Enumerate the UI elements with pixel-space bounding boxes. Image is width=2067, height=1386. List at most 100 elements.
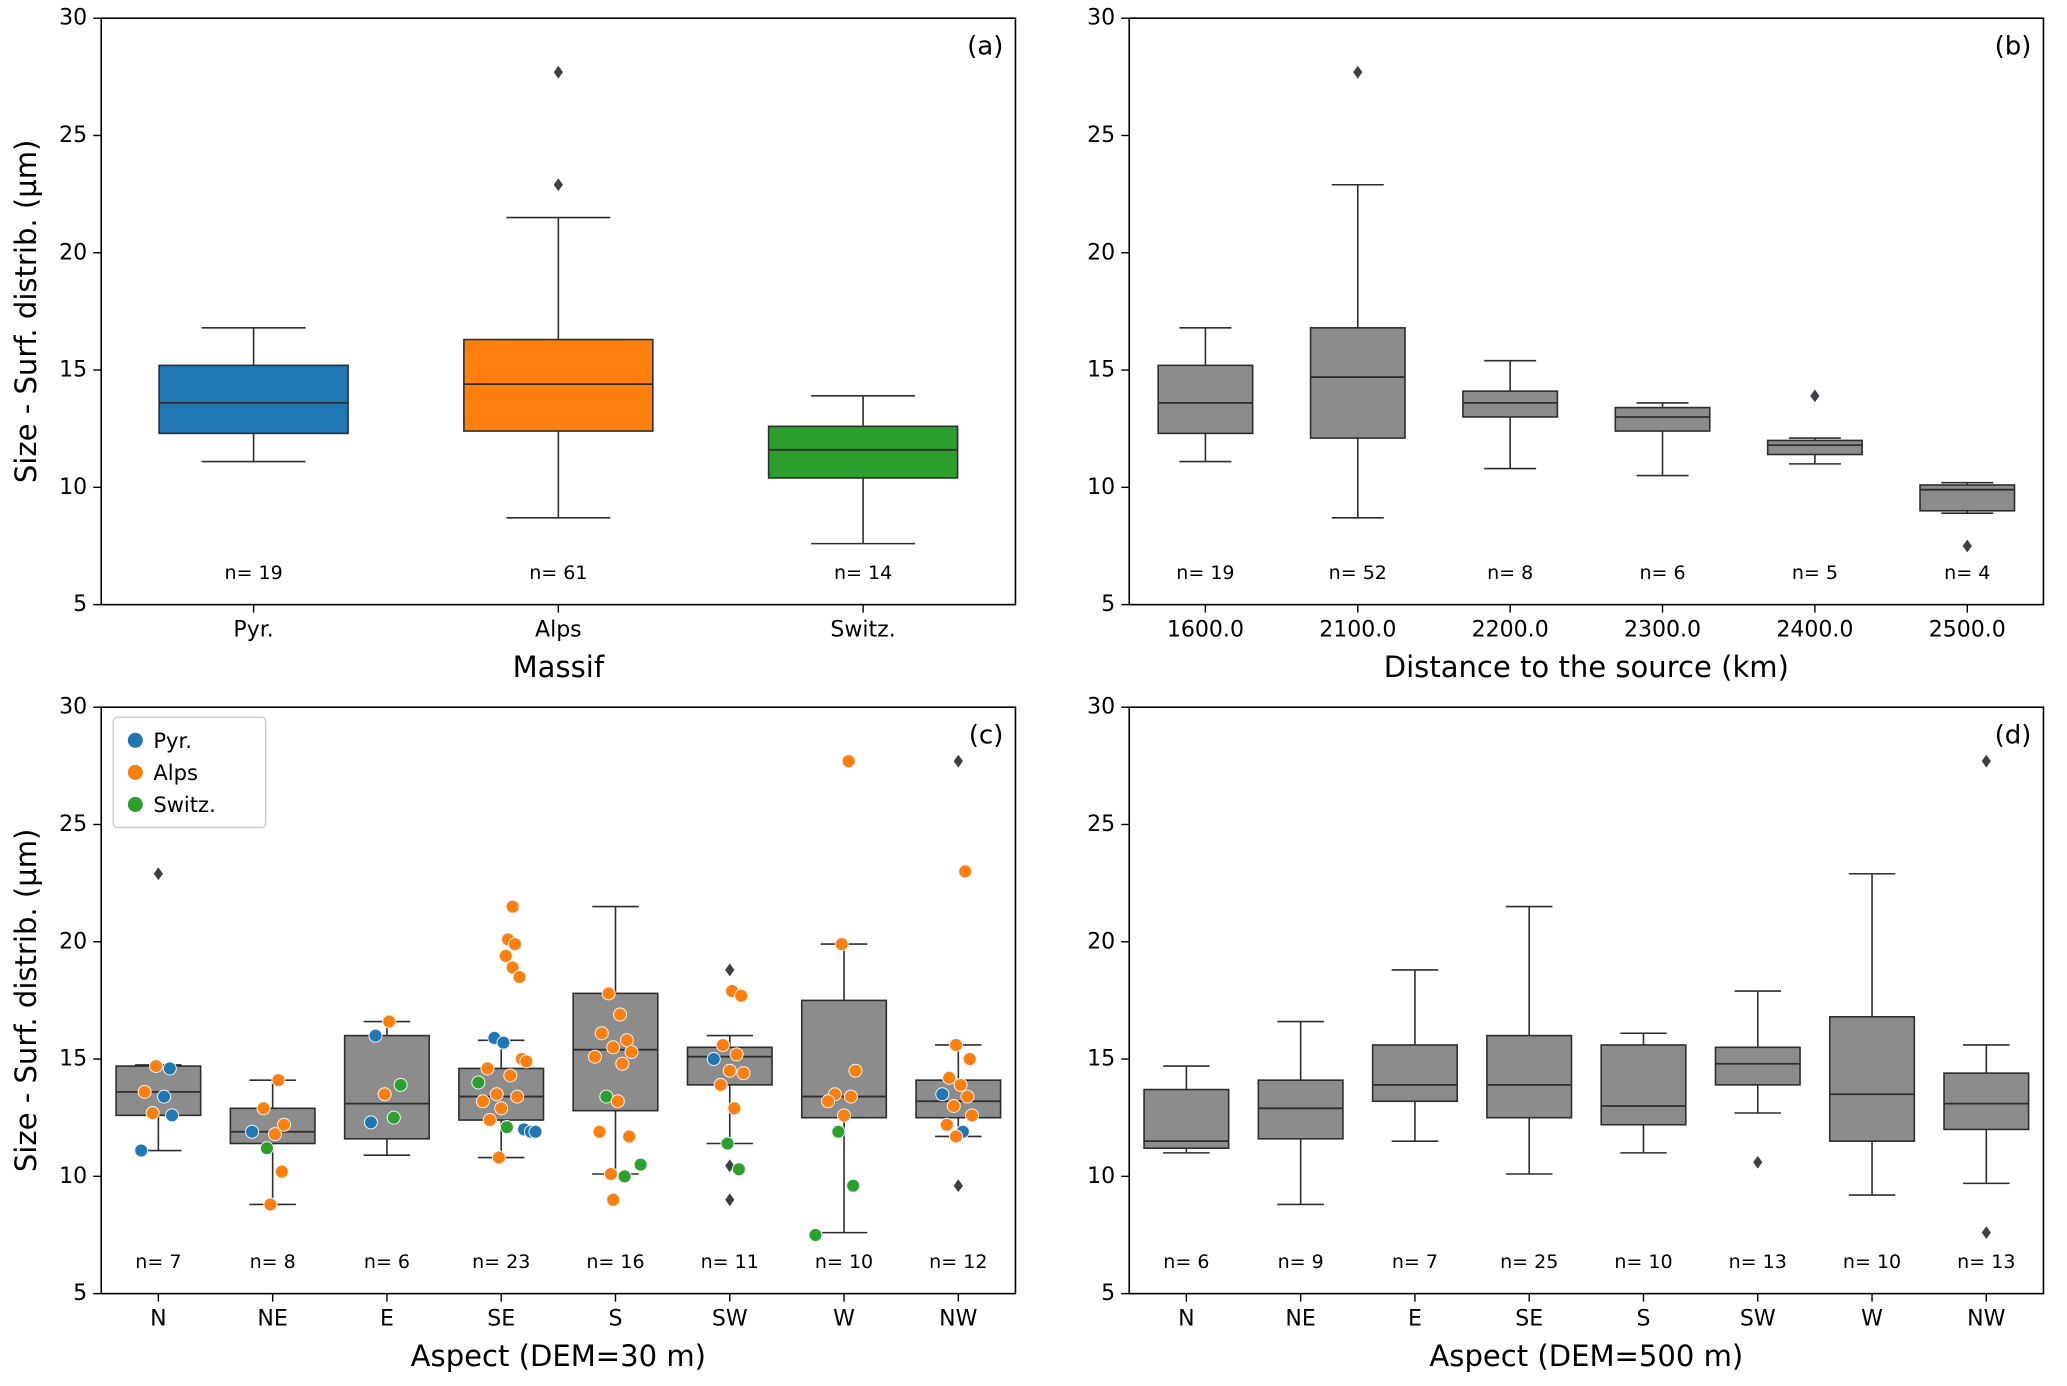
y-axis-label: Size - Surf. distrib. (µm)	[9, 829, 43, 1173]
scatter-point-alps	[603, 1166, 618, 1182]
scatter-point-alps	[503, 1068, 518, 1083]
box-Alps	[463, 65, 654, 519]
chart-c: 5 10 15 20 25 30 Nn= 7 NE n= 8 En= 6 SE n= 23 Sn= 16…	[9, 695, 1017, 1373]
outlier-diamond	[1981, 1226, 1991, 1240]
scatter-point-alps	[727, 1101, 742, 1116]
box-NE	[229, 1079, 316, 1206]
box-W	[1828, 872, 1915, 1196]
scatter-point-alps	[942, 1070, 957, 1085]
scatter-point-alps	[848, 1063, 863, 1078]
y-tick-label: 5	[1101, 592, 1115, 617]
outlier-diamond	[553, 65, 563, 79]
scatter-point-alps	[715, 1037, 730, 1052]
box	[1461, 390, 1558, 418]
x-tick-label: W	[833, 1307, 855, 1332]
outlier-diamond	[553, 178, 563, 192]
legend-label-alps: Alps	[153, 760, 198, 785]
scatter-point-alps	[821, 1094, 836, 1109]
x-tick-label: 2400.0	[1776, 618, 1853, 643]
box	[1257, 1079, 1344, 1140]
x-tick-label: 1600.0	[1166, 618, 1243, 643]
scatter-point-alps	[734, 988, 749, 1003]
x-tick-label: NW	[939, 1307, 977, 1332]
legend-marker-switz	[127, 796, 143, 812]
scatter-point-alps	[837, 1108, 852, 1123]
box	[1942, 1072, 2029, 1131]
panel-letter: (c)	[969, 720, 1004, 750]
y-tick-label: 10	[1087, 1164, 1115, 1189]
n-label: n= 13	[1728, 1251, 1786, 1273]
scatter-point-alps	[606, 1192, 621, 1207]
scatter-point-alps	[377, 1087, 392, 1102]
scatter-point-alps	[610, 1094, 625, 1109]
y-tick-label: 20	[1087, 929, 1115, 954]
box-SW	[1714, 990, 1801, 1169]
n-label: n= 25	[1500, 1251, 1558, 1273]
scatter-point-alps	[507, 937, 522, 952]
legend: Pyr. Alps Switz.	[112, 716, 267, 829]
scatter-point-switz	[386, 1110, 401, 1125]
plot-border	[1127, 17, 2044, 606]
n-label: n= 10	[1842, 1251, 1900, 1273]
scatter-point-switz	[633, 1157, 648, 1172]
x-tick-label: 2200.0	[1471, 618, 1548, 643]
x-tick-label: E	[380, 1307, 394, 1332]
box-S	[1599, 1032, 1687, 1154]
y-tick-label: 20	[59, 240, 87, 265]
y-tick-label: 10	[59, 1164, 87, 1189]
y-tick-label: 20	[1087, 240, 1115, 265]
scatter-point-alps	[615, 1056, 630, 1071]
legend-marker-alps	[127, 764, 143, 780]
scatter-point-alps	[505, 899, 520, 914]
box-NE	[1257, 1020, 1344, 1206]
n-label: n= 6	[364, 1251, 410, 1273]
n-label: n= 6	[1639, 562, 1685, 584]
scatter-point-pyr	[496, 1035, 511, 1050]
box	[767, 425, 959, 479]
box	[1371, 1044, 1458, 1103]
box-N	[115, 867, 202, 1152]
scatter-point-alps	[489, 1087, 504, 1102]
x-tick-label: E	[1407, 1307, 1421, 1332]
y-tick-label: 15	[1087, 358, 1115, 383]
scatter-point-switz	[471, 1075, 486, 1090]
n-label: n= 52	[1328, 562, 1386, 584]
box	[343, 1034, 431, 1140]
n-label: n= 7	[135, 1251, 181, 1273]
scatter-point-alps	[939, 1117, 954, 1132]
box	[158, 364, 349, 435]
scatter-point-alps	[953, 1077, 968, 1092]
scatter-point-alps	[587, 1049, 602, 1064]
scatter-point-switz	[720, 1136, 735, 1151]
scatter-point-pyr	[368, 1028, 383, 1043]
outlier-diamond	[1962, 539, 1972, 553]
scatter-point-alps	[834, 937, 849, 952]
box-W	[800, 943, 888, 1234]
scatter-point-alps	[722, 1063, 737, 1078]
scatter-point-alps	[498, 948, 513, 963]
box	[1828, 1016, 1915, 1142]
scatter-point-alps	[137, 1084, 152, 1099]
legend-label-pyr: Pyr.	[153, 728, 192, 753]
box	[1309, 327, 1406, 439]
box	[1142, 1088, 1229, 1149]
scatter-point-alps	[274, 1164, 289, 1179]
scatter-point-alps	[480, 1061, 495, 1076]
n-label: n= 19	[224, 562, 282, 584]
scatter-point-switz	[808, 1227, 823, 1242]
panel-letter: (b)	[1994, 31, 2031, 61]
x-tick-label: S	[1636, 1307, 1650, 1332]
scatter-point-alps	[619, 1033, 634, 1048]
legend-label-switz: Switz.	[153, 792, 215, 817]
scatter-point-alps	[622, 1129, 637, 1144]
x-tick-label: Switz.	[830, 618, 895, 643]
scatter-point-alps	[505, 960, 520, 975]
outlier-diamond	[1352, 65, 1362, 79]
scatter-point-alps	[606, 1040, 621, 1055]
box	[1599, 1044, 1687, 1126]
scatter-point-alps	[624, 1044, 639, 1060]
x-tick-label: SE	[487, 1307, 515, 1332]
chart-a: 5 10 15 20 25 30 Pyr. n= 19 Alps n= 61 Switz. n= 14…	[9, 6, 1017, 684]
